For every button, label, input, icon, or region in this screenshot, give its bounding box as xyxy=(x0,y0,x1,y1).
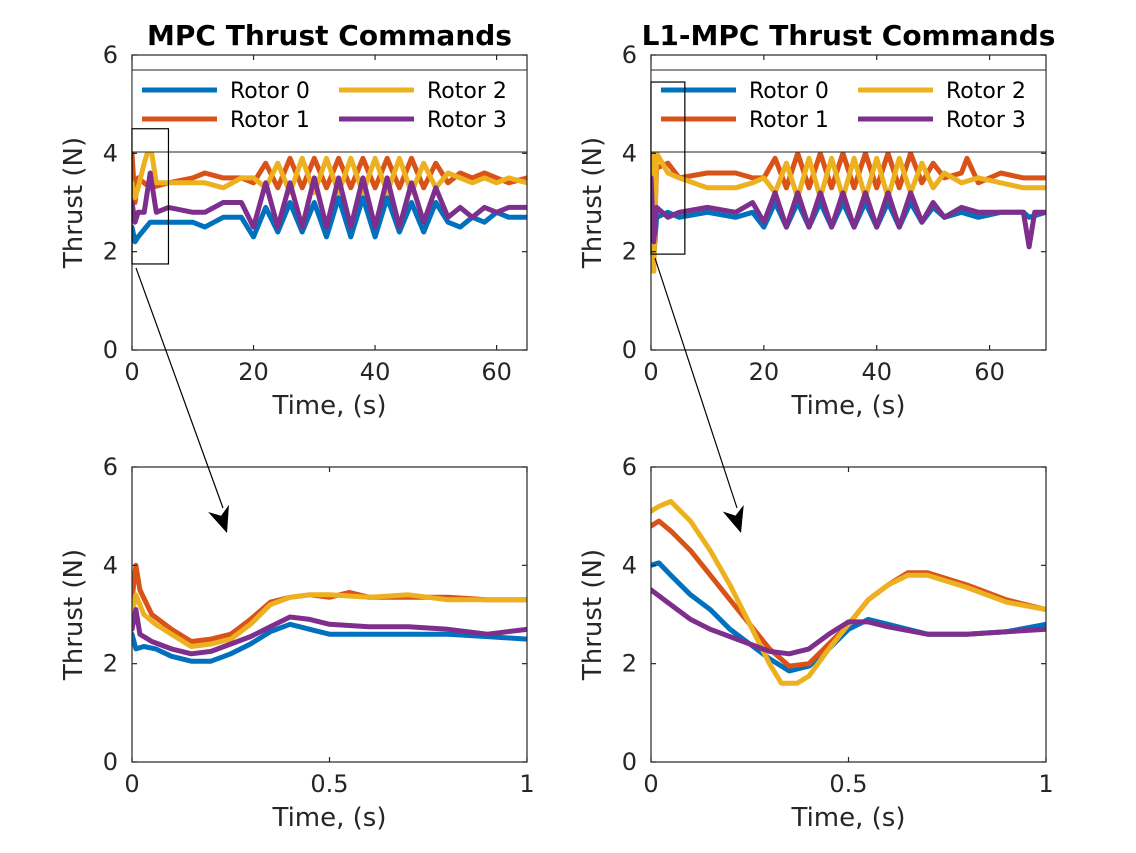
y-tick-label: 2 xyxy=(622,238,637,266)
zoom-box xyxy=(131,128,170,265)
y-axis-label: Thrust (N) xyxy=(578,549,608,681)
series-line-rotor-2 xyxy=(651,498,1046,686)
x-tick-label: 60 xyxy=(481,358,512,386)
y-tick-label: 6 xyxy=(103,453,118,481)
legend-label: Rotor 0 xyxy=(230,79,310,104)
x-tick-label: 1 xyxy=(519,770,534,798)
chart-title: L1-MPC Thrust Commands xyxy=(642,19,1056,52)
x-tick-label: 0 xyxy=(643,358,658,386)
y-tick-label: 4 xyxy=(103,551,118,579)
series-line-rotor-0 xyxy=(651,150,1046,260)
y-tick-label: 0 xyxy=(103,748,118,776)
y-tick-label: 6 xyxy=(103,41,118,69)
series-group xyxy=(651,498,1046,686)
zoom-arrow-head xyxy=(208,504,229,533)
zoom-box xyxy=(650,81,686,255)
y-tick-label: 4 xyxy=(103,139,118,167)
y-tick-label: 2 xyxy=(622,650,637,678)
series-line-rotor-2 xyxy=(651,91,1046,274)
y-tick-label: 0 xyxy=(622,748,637,776)
legend: Rotor 0 Rotor 1 Rotor 2 Rotor 3 xyxy=(131,69,528,153)
series-line-rotor-0 xyxy=(132,195,527,245)
chart-panel-mpc_zoom: 0 0.5 1 0 2 4 6 Time, (s) Thrust (N) xyxy=(59,453,535,833)
y-tick-label: 0 xyxy=(622,336,637,364)
y-tick-label: 0 xyxy=(103,336,118,364)
series-line-rotor-0 xyxy=(132,621,527,664)
y-tick-label: 4 xyxy=(622,139,637,167)
x-axis-label: Time, (s) xyxy=(791,391,906,421)
x-tick-label: 0.5 xyxy=(829,770,867,798)
zoom-arrow-head xyxy=(722,504,744,533)
legend-label: Rotor 1 xyxy=(749,108,829,133)
x-tick-label: 0 xyxy=(124,358,139,386)
legend-label: Rotor 2 xyxy=(946,79,1026,104)
x-tick-label: 20 xyxy=(238,358,269,386)
legend-label: Rotor 1 xyxy=(230,108,310,133)
y-tick-label: 4 xyxy=(622,551,637,579)
chart-panel-mpc_full: 0 20 40 60 0 2 4 6 Time, (s) Thrust (N) MPC Thrust… xyxy=(59,19,528,421)
series-line-rotor-3 xyxy=(651,175,1046,250)
x-tick-label: 40 xyxy=(360,358,391,386)
series-line-rotor-3 xyxy=(132,607,527,657)
series-group xyxy=(132,562,527,664)
series-line-rotor-3 xyxy=(651,587,1046,657)
series-line-rotor-3 xyxy=(132,170,527,230)
x-tick-label: 1 xyxy=(1038,770,1053,798)
legend-label: Rotor 3 xyxy=(427,108,507,133)
x-axis-label: Time, (s) xyxy=(272,803,387,833)
y-axis-label: Thrust (N) xyxy=(59,549,89,681)
legend-label: Rotor 0 xyxy=(749,79,829,104)
series-group xyxy=(651,91,1046,274)
y-tick-label: 2 xyxy=(103,650,118,678)
series-group xyxy=(132,141,527,245)
chart-panel-l1mpc_zoom: 0 0.5 1 0 2 4 6 Time, (s) Thrust (N) xyxy=(578,453,1054,833)
x-tick-label: 20 xyxy=(749,358,780,386)
series-line-rotor-1 xyxy=(651,111,1046,255)
zoom-annotations xyxy=(131,81,744,533)
y-tick-label: 6 xyxy=(622,41,637,69)
legend-box xyxy=(131,69,528,153)
chart-panel-l1mpc_full: 0 20 40 60 0 2 4 6 Time, (s) Thrust (N) L1-MPC Thr… xyxy=(578,19,1055,421)
x-tick-label: 0 xyxy=(124,770,139,798)
zoom-arrow-line xyxy=(654,257,738,509)
legend: Rotor 0 Rotor 1 Rotor 2 Rotor 3 xyxy=(650,69,1047,153)
y-tick-label: 2 xyxy=(103,238,118,266)
x-tick-label: 0.5 xyxy=(310,770,348,798)
legend-label: Rotor 3 xyxy=(946,108,1026,133)
series-line-rotor-2 xyxy=(132,592,527,649)
legend-label: Rotor 2 xyxy=(427,79,507,104)
y-axis-label: Thrust (N) xyxy=(59,137,89,269)
y-axis-label: Thrust (N) xyxy=(578,137,608,269)
plot-area xyxy=(132,467,527,762)
y-tick-label: 6 xyxy=(622,453,637,481)
zoom-arrow-line xyxy=(135,267,224,509)
chart-title: MPC Thrust Commands xyxy=(147,19,512,52)
x-axis-label: Time, (s) xyxy=(272,391,387,421)
x-tick-label: 40 xyxy=(861,358,892,386)
x-tick-label: 60 xyxy=(974,358,1005,386)
series-line-rotor-2 xyxy=(132,141,527,201)
x-tick-label: 0 xyxy=(643,770,658,798)
plot-area xyxy=(651,467,1046,762)
x-axis-label: Time, (s) xyxy=(791,803,906,833)
